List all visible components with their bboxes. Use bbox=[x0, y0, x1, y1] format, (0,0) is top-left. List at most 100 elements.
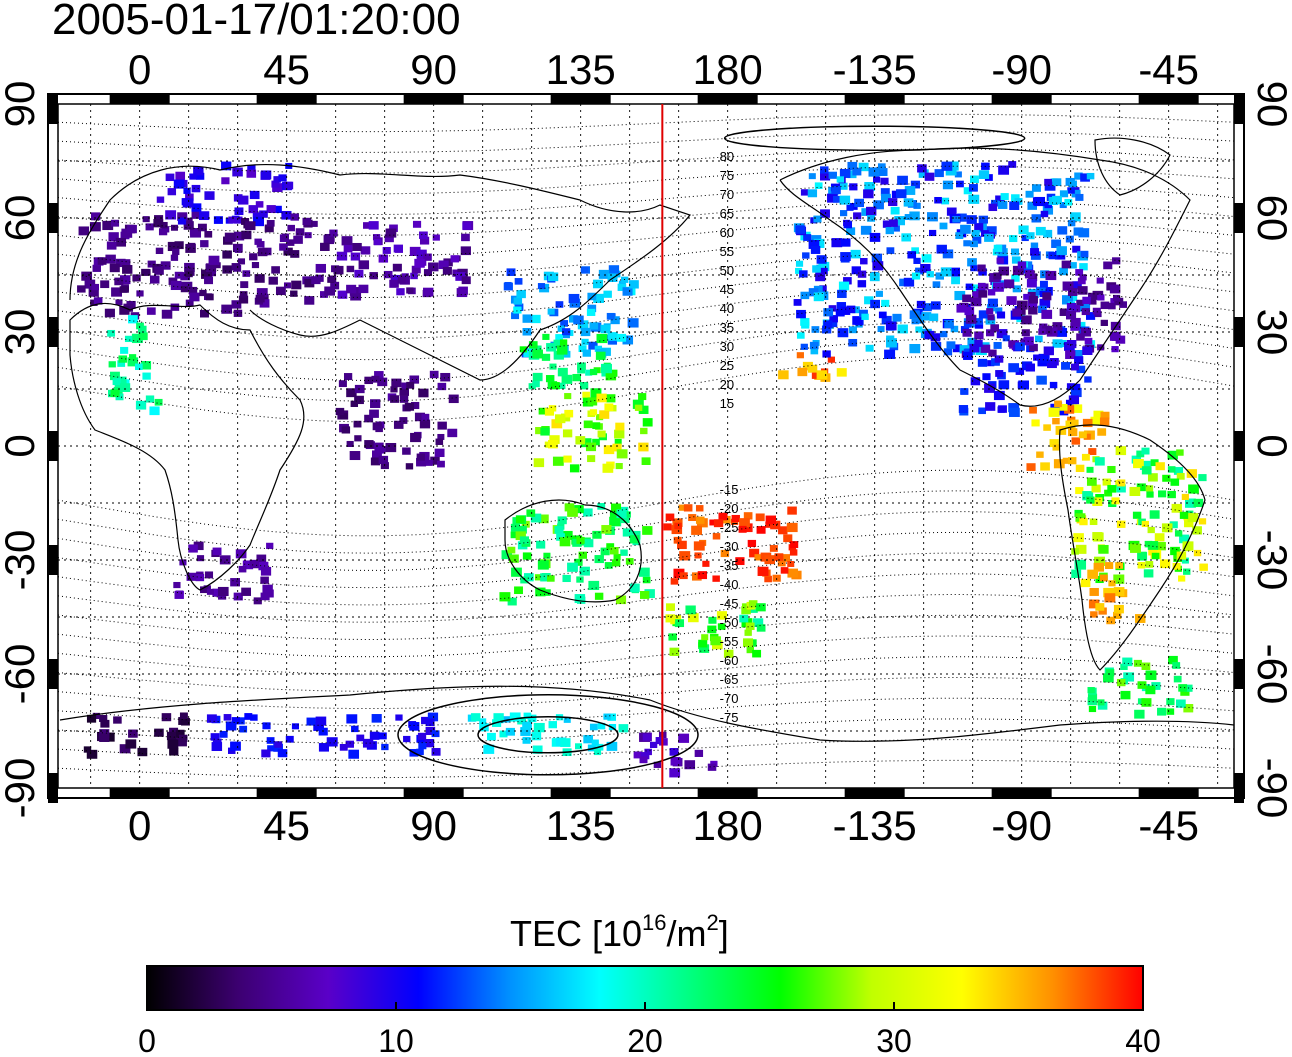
tec-cell bbox=[746, 646, 754, 654]
tec-cell bbox=[934, 196, 942, 204]
tec-cell bbox=[1139, 460, 1151, 470]
tec-cell bbox=[996, 329, 1008, 339]
tec-cell bbox=[135, 363, 143, 370]
tec-cell bbox=[1097, 294, 1105, 301]
tec-cell bbox=[1175, 699, 1186, 708]
tec-cell bbox=[1092, 497, 1103, 506]
tec-cell bbox=[739, 518, 750, 528]
tec-cell bbox=[1059, 202, 1067, 209]
tec-cell bbox=[517, 716, 527, 725]
tec-cell bbox=[601, 370, 609, 377]
tec-cell bbox=[894, 216, 906, 226]
tec-cell bbox=[291, 723, 300, 730]
tec-cell bbox=[1181, 493, 1189, 500]
tec-cell bbox=[974, 339, 983, 347]
tec-cell bbox=[353, 420, 362, 428]
tec-cell bbox=[279, 243, 288, 251]
tec-cell bbox=[677, 540, 687, 550]
tec-cell bbox=[193, 541, 204, 551]
tec-cell bbox=[1115, 446, 1127, 456]
tec-cell bbox=[509, 554, 519, 563]
tec-cell bbox=[548, 272, 559, 282]
tec-cell bbox=[1025, 363, 1036, 372]
contour-label: -60 bbox=[720, 653, 739, 668]
tec-cell bbox=[92, 264, 101, 272]
frame-tick-segment bbox=[48, 94, 58, 124]
tec-cell bbox=[986, 226, 997, 235]
tec-cell bbox=[399, 417, 408, 424]
tec-cell bbox=[1104, 593, 1116, 603]
tec-cell bbox=[998, 405, 1007, 413]
tec-cell bbox=[881, 315, 892, 325]
tec-cell bbox=[429, 370, 439, 379]
tec-cell bbox=[1070, 419, 1079, 427]
tec-cell bbox=[1145, 670, 1157, 680]
tec-cell bbox=[974, 321, 984, 329]
tec-cell bbox=[437, 382, 447, 391]
tec-cell bbox=[699, 644, 710, 653]
tec-cell bbox=[350, 400, 359, 407]
tec-cell bbox=[1069, 180, 1077, 188]
tec-cell bbox=[187, 242, 196, 250]
tec-cell bbox=[872, 261, 884, 271]
tec-cell bbox=[435, 438, 444, 445]
tec-cell bbox=[1083, 433, 1091, 440]
tec-cell bbox=[1052, 195, 1062, 205]
frame-tick-segment bbox=[256, 788, 317, 798]
tec-cell bbox=[1048, 407, 1060, 417]
tec-cell bbox=[795, 267, 803, 274]
tec-cell bbox=[764, 555, 775, 565]
contour-label: 35 bbox=[720, 320, 734, 335]
magnetic-latitude-contour bbox=[58, 148, 1234, 174]
tec-cell bbox=[371, 714, 382, 723]
tec-cell bbox=[601, 525, 612, 534]
tec-cell bbox=[1029, 343, 1038, 352]
tec-cell bbox=[846, 204, 854, 211]
tec-cell bbox=[145, 223, 154, 231]
tec-cell bbox=[823, 308, 834, 317]
tec-cell bbox=[642, 733, 651, 741]
tec-cell bbox=[507, 597, 517, 606]
tec-cell bbox=[952, 215, 961, 223]
tec-cell bbox=[1065, 235, 1074, 243]
tec-cell bbox=[564, 393, 572, 400]
tec-cell bbox=[1166, 698, 1175, 706]
tec-cell bbox=[1093, 532, 1104, 542]
tec-cell bbox=[293, 235, 303, 244]
tec-cell bbox=[796, 309, 806, 319]
tec-cell bbox=[969, 175, 979, 184]
tec-cell bbox=[1048, 251, 1058, 260]
tec-cell bbox=[99, 733, 110, 742]
tec-cell bbox=[1077, 286, 1088, 295]
tec-cell bbox=[1002, 335, 1010, 342]
tec-cell bbox=[166, 731, 177, 741]
tec-cell bbox=[204, 276, 214, 285]
tec-cell bbox=[154, 728, 164, 737]
tec-cell bbox=[450, 255, 460, 263]
tec-cell bbox=[852, 167, 862, 176]
tec-cell bbox=[1072, 404, 1083, 413]
tec-cell bbox=[1026, 232, 1035, 240]
tec-cell bbox=[1086, 172, 1095, 180]
tec-cell bbox=[1132, 511, 1142, 519]
tec-cell bbox=[796, 352, 804, 359]
tec-cell bbox=[1072, 383, 1081, 391]
right-lat-tick-label: 30 bbox=[1249, 309, 1292, 356]
tec-cell bbox=[259, 210, 268, 218]
tec-cell bbox=[360, 246, 371, 255]
tec-cell bbox=[1149, 510, 1160, 519]
tec-cell bbox=[505, 727, 515, 736]
tec-cell bbox=[136, 290, 144, 297]
tec-cell bbox=[1036, 451, 1044, 458]
contour-label: -50 bbox=[720, 615, 739, 630]
tec-cell bbox=[588, 341, 598, 350]
colorbar-label-sup1: 16 bbox=[642, 910, 666, 935]
tec-cell bbox=[1099, 574, 1108, 582]
tec-cell bbox=[1092, 307, 1101, 315]
tec-cell bbox=[587, 455, 596, 463]
tec-cell bbox=[530, 513, 542, 523]
tec-cell bbox=[743, 512, 753, 520]
tec-cell bbox=[1038, 353, 1050, 364]
tec-cell bbox=[1059, 190, 1069, 198]
tec-cell bbox=[649, 741, 658, 748]
